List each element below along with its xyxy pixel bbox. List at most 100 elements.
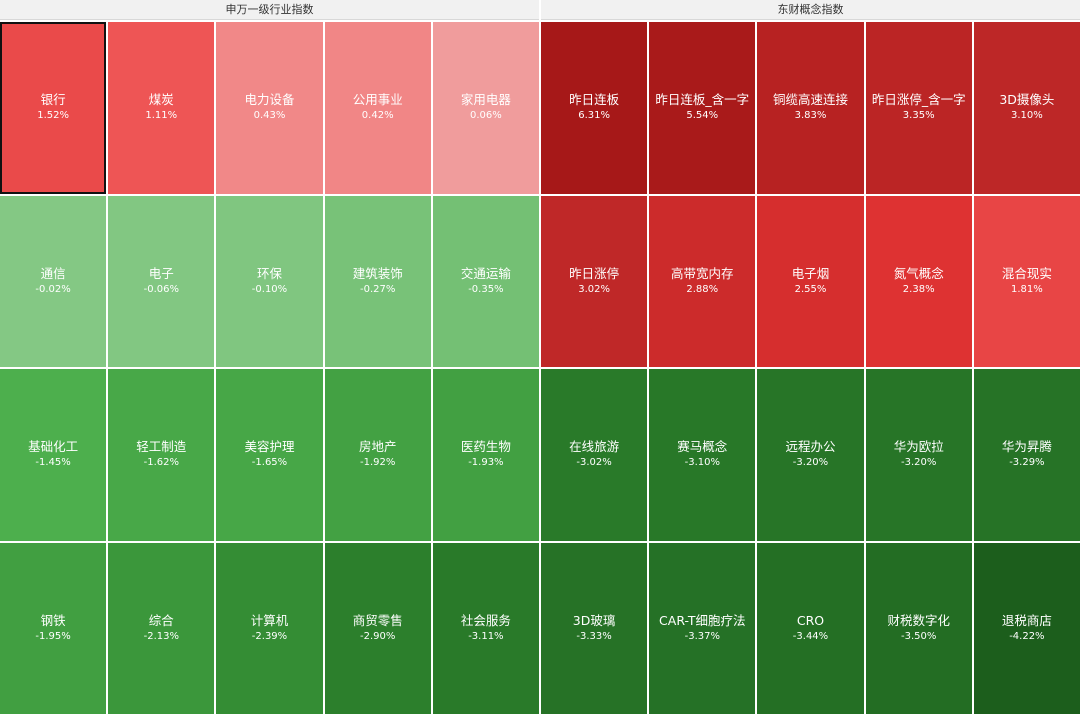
tile-change-percent: -4.22% [1009,630,1045,642]
tile-name: 3D摄像头 [999,92,1055,108]
tile-name: 交通运输 [460,265,511,281]
tile-name: 美容护理 [244,439,295,455]
tile-name: 计算机 [250,612,289,628]
heatmap-tile[interactable]: 公用事业 0.42% [324,22,431,194]
heatmap-tile[interactable]: 通信 -0.02% [0,195,107,367]
tile-name: 氮气概念 [893,265,944,281]
heatmap-tile[interactable]: 钢铁 -1.95% [0,542,107,714]
heatmap-tile[interactable]: 电子烟 2.55% [757,195,864,367]
heatmap-tile[interactable]: 社会服务 -3.11% [432,542,539,714]
tile-change-percent: -3.02% [576,457,612,469]
tile-change-percent: -2.39% [251,630,288,642]
heatmap-tile[interactable]: 银行 1.52% [0,22,107,194]
heatmap-tile[interactable]: 赛马概念 -3.10% [649,369,756,541]
tile-change-percent: -3.20% [792,457,829,469]
tile-change-percent: 3.35% [902,110,935,122]
tile-name: 电子 [148,265,174,281]
tile-change-percent: -0.06% [143,283,179,295]
tile-name: 电力设备 [244,92,295,108]
heatmap-tile[interactable]: 退税商店 -4.22% [973,542,1080,714]
tile-name: 昨日涨停 [569,265,620,281]
heatmap-tile[interactable]: 华为欧拉 -3.20% [865,369,972,541]
heatmap-tile[interactable]: 远程办公 -3.20% [757,369,864,541]
tile-change-percent: -0.27% [360,283,396,295]
tile-change-percent: -3.44% [792,630,829,642]
tile-name: 煤炭 [148,92,174,108]
heatmap-tile[interactable]: CRO -3.44% [757,542,864,714]
heatmap-tile[interactable]: 昨日连板 6.31% [541,22,648,194]
tile-change-percent: -1.92% [360,457,396,469]
tile-name: 在线旅游 [569,439,620,455]
tile-name: 混合现实 [1001,265,1052,281]
tile-name: 退税商店 [1001,612,1052,628]
tile-change-percent: 2.55% [794,283,827,295]
heatmap-tile[interactable]: 昨日连板_含一字 5.54% [649,22,756,194]
heatmap-tile[interactable]: 轻工制造 -1.62% [108,369,215,541]
heatmap-tile[interactable]: 基础化工 -1.45% [0,369,107,541]
heatmap-tile[interactable]: 美容护理 -1.65% [216,369,323,541]
tile-change-percent: 3.02% [578,283,610,295]
tile-change-percent: -1.95% [35,630,71,642]
heatmap-tile[interactable]: 财税数字化 -3.50% [865,542,972,714]
tile-change-percent: -0.02% [35,283,71,295]
tile-name: 社会服务 [460,612,511,628]
tile-change-percent: -3.50% [901,630,937,642]
heatmap-tile[interactable]: 环保 -0.10% [216,195,323,367]
tile-name: 远程办公 [785,439,836,455]
tile-change-percent: -3.37% [684,630,720,642]
heatmap-tile[interactable]: 电力设备 0.43% [216,22,323,194]
tile-change-percent: 1.52% [37,110,69,122]
tile-change-percent: -2.13% [143,630,179,642]
tile-name: 昨日连板 [569,92,620,108]
tile-change-percent: -3.29% [1009,457,1045,469]
tile-change-percent: -1.93% [468,457,504,469]
tile-name: 医药生物 [460,439,511,455]
tile-change-percent: 1.11% [145,110,178,122]
tile-name: 公用事业 [352,92,403,108]
heatmap-tile[interactable]: 混合现实 1.81% [973,195,1080,367]
heatmap-tile[interactable]: 在线旅游 -3.02% [541,369,648,541]
heatmap-tile[interactable]: 商贸零售 -2.90% [324,542,431,714]
tile-change-percent: -3.33% [576,630,612,642]
tile-change-percent: -1.45% [35,457,71,469]
tile-change-percent: 0.43% [253,110,286,122]
heatmap-tile[interactable]: 煤炭 1.11% [108,22,215,194]
tile-change-percent: -2.90% [360,630,396,642]
heatmap-tile[interactable]: 华为昇腾 -3.29% [973,369,1080,541]
tile-change-percent: 6.31% [578,110,610,122]
tile-name: 钢铁 [40,612,66,628]
tile-change-percent: -1.62% [143,457,179,469]
heatmap-tile[interactable]: 3D玻璃 -3.33% [541,542,648,714]
heatmap-tile[interactable]: 医药生物 -1.93% [432,369,539,541]
heatmap-tile[interactable]: 电子 -0.06% [108,195,215,367]
tile-name: 银行 [40,92,66,108]
heatmap-tile[interactable]: 交通运输 -0.35% [432,195,539,367]
tile-name: 商贸零售 [352,612,403,628]
heatmap-tile[interactable]: 房地产 -1.92% [324,369,431,541]
tile-name: CAR-T细胞疗法 [659,612,746,628]
tile-name: 房地产 [358,439,397,455]
tile-name: 昨日涨停_含一字 [871,92,966,108]
tile-change-percent: -0.10% [251,283,288,295]
heatmap-tile[interactable]: 计算机 -2.39% [216,542,323,714]
heatmap-tile[interactable]: CAR-T细胞疗法 -3.37% [649,542,756,714]
heatmap-tile[interactable]: 综合 -2.13% [108,542,215,714]
heatmap-tile[interactable]: 氮气概念 2.38% [865,195,972,367]
tile-change-percent: 3.83% [794,110,827,122]
tile-name: 华为昇腾 [1001,439,1052,455]
heatmap-tile[interactable]: 昨日涨停 3.02% [541,195,648,367]
tile-change-percent: 5.54% [686,110,719,122]
tile-change-percent: 0.06% [470,110,502,122]
heatmap-tile[interactable]: 家用电器 0.06% [432,22,539,194]
tile-name: 家用电器 [460,92,511,108]
heatmap-tile[interactable]: 3D摄像头 3.10% [973,22,1080,194]
heatmap-tile[interactable]: 昨日涨停_含一字 3.35% [865,22,972,194]
panel-sw-industry: 申万一级行业指数 银行 1.52% 煤炭 1.11% 电力设备 0.43% 公用事业 0.42… [0,0,539,714]
tile-name: 综合 [148,612,174,628]
heatmap-tile[interactable]: 建筑装饰 -0.27% [324,195,431,367]
heatmap-tile[interactable]: 高带宽内存 2.88% [649,195,756,367]
tile-name: 高带宽内存 [671,265,734,281]
heatmap-tile[interactable]: 铜缆高速连接 3.83% [757,22,864,194]
tile-name: 财税数字化 [887,612,950,628]
